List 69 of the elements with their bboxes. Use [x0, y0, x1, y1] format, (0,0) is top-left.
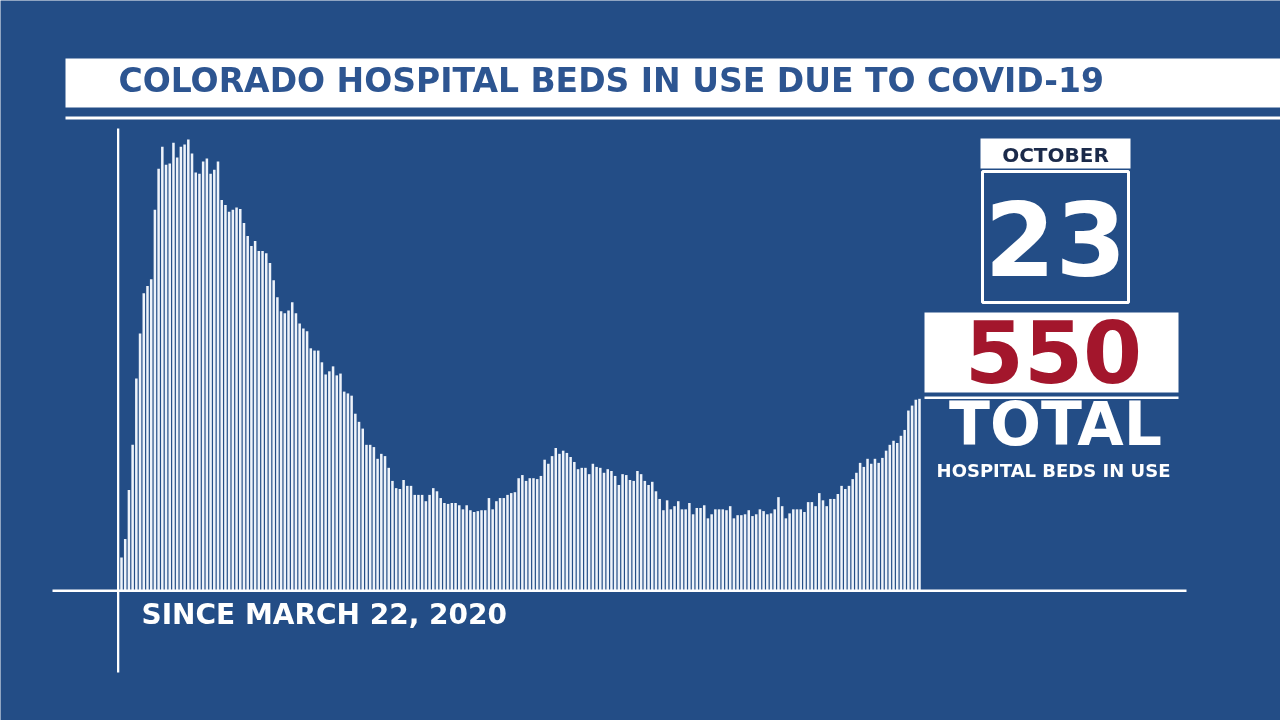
text: HOSPITAL BEDS IN USE	[936, 460, 1171, 481]
bar	[840, 485, 843, 591]
chart-title: COLORADO HOSPITAL BEDS IN USE DUE TO COVID-19	[118, 61, 1104, 100]
bar	[506, 494, 509, 591]
bar	[402, 480, 405, 591]
bar	[495, 501, 498, 591]
bar	[740, 515, 743, 591]
bar	[261, 250, 264, 591]
bar	[239, 208, 242, 591]
bar	[762, 511, 765, 591]
bar	[161, 146, 164, 591]
bar	[454, 503, 457, 591]
bar	[647, 484, 650, 591]
bar	[907, 410, 910, 591]
bar	[187, 139, 190, 591]
bar	[844, 489, 847, 591]
bar	[818, 493, 821, 591]
bar	[554, 447, 558, 591]
bar	[302, 328, 305, 591]
bar	[869, 463, 873, 591]
bar	[606, 469, 609, 591]
text: OCTOBER	[1002, 142, 1109, 167]
bar	[625, 475, 628, 591]
bar	[543, 459, 546, 591]
bar	[877, 462, 880, 591]
bar	[892, 440, 895, 591]
bar	[766, 514, 769, 591]
bar	[517, 478, 520, 591]
bar	[699, 507, 702, 591]
bar	[788, 513, 791, 591]
bar	[792, 509, 795, 591]
bar	[636, 470, 639, 591]
bar	[799, 509, 802, 591]
bar	[235, 207, 238, 591]
bar	[595, 466, 598, 591]
bar	[918, 398, 921, 591]
bar	[339, 373, 342, 591]
bar	[610, 470, 613, 591]
bar	[573, 461, 576, 591]
bar	[350, 395, 353, 591]
bar	[417, 494, 420, 591]
bar	[380, 453, 383, 591]
bar	[866, 458, 869, 591]
bar	[224, 204, 227, 591]
bar	[725, 510, 728, 591]
bar	[621, 474, 624, 591]
bar	[676, 501, 680, 591]
bar	[651, 481, 654, 591]
bar	[688, 503, 691, 591]
bar	[465, 505, 468, 591]
bar	[183, 144, 186, 591]
bar	[432, 488, 435, 591]
bar	[829, 498, 832, 591]
bar	[532, 478, 535, 591]
bar	[521, 475, 524, 591]
bar	[580, 467, 583, 591]
bar	[736, 515, 739, 591]
bar	[264, 253, 268, 591]
bar	[458, 505, 461, 591]
bar	[313, 350, 316, 591]
bar	[714, 509, 717, 591]
bar	[584, 467, 587, 591]
bar	[777, 497, 780, 591]
text: SINCE MARCH 22, 2020	[141, 598, 508, 631]
bar	[599, 467, 602, 591]
bar	[480, 510, 483, 591]
bar	[569, 457, 572, 591]
text: 23	[984, 181, 1127, 300]
bar	[172, 142, 175, 591]
